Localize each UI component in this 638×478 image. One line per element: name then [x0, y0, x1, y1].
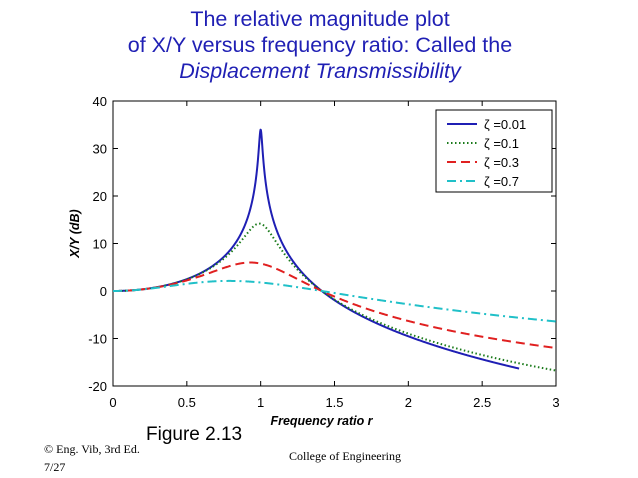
x-tick-label: 0.5: [178, 395, 196, 410]
axis-ticks: 0 0.5 1 1.5 2 2.5 3 40 30 20 10 0 -10 -20: [88, 94, 559, 410]
title-line-3: Displacement Transmissibility: [40, 58, 600, 84]
footer-college: College of Engineering: [289, 449, 401, 463]
y-tick-label: 0: [100, 284, 107, 299]
y-tick-label: 10: [93, 237, 107, 252]
x-tick-label: 1: [257, 395, 264, 410]
y-tick-label: 40: [93, 94, 107, 109]
series-line: [112, 261, 557, 350]
y-axis-label: X/Y (dB): [68, 209, 82, 258]
footer-copyright: © Eng. Vib, 3rd Ed.: [44, 442, 140, 456]
y-tick-label: 30: [93, 142, 107, 157]
x-tick-label: 2.5: [473, 395, 491, 410]
x-tick-label: 2: [405, 395, 412, 410]
y-tick-label: -20: [88, 379, 107, 394]
x-axis-label: Frequency ratio r: [270, 414, 373, 428]
y-tick-label: 20: [93, 189, 107, 204]
legend-entry: ζ =0.3: [484, 155, 519, 170]
footer-left: © Eng. Vib, 3rd Ed. 7/27: [44, 440, 140, 476]
figure-label: Figure 2.13: [146, 424, 243, 445]
x-tick-label: 0: [109, 395, 116, 410]
chart-legend: ζ =0.01 ζ =0.1 ζ =0.3 ζ =0.7: [435, 109, 553, 193]
legend-entry: ζ =0.7: [484, 174, 519, 189]
footer-page-number: 7/27: [44, 460, 66, 474]
y-tick-label: -10: [88, 332, 107, 347]
x-tick-label: 1.5: [325, 395, 343, 410]
title-line-2: of X/Y versus frequency ratio: Called th…: [127, 33, 513, 57]
legend-entry: ζ =0.1: [484, 136, 519, 151]
series-line: [112, 279, 557, 323]
legend-entry: ζ =0.01: [484, 117, 526, 132]
series-curves: [112, 128, 557, 372]
title-line-3-italic: Displacement Transmissibility: [179, 59, 461, 83]
title-line-1: The relative magnitude plot: [190, 7, 450, 31]
series-line: [112, 222, 557, 372]
slide-title: The relative magnitude plot of X/Y versu…: [40, 6, 600, 84]
x-tick-label: 3: [552, 395, 559, 410]
